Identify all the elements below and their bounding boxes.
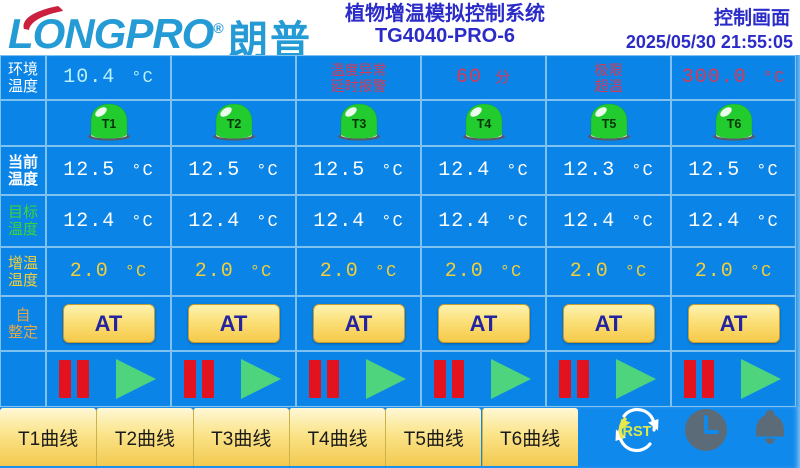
svg-text:T5: T5	[601, 117, 616, 131]
svg-text:T1: T1	[101, 117, 116, 131]
svg-text:T6: T6	[726, 117, 741, 131]
svg-text:RST: RST	[623, 424, 652, 440]
svg-text:T4: T4	[476, 117, 491, 131]
svg-text:T3: T3	[351, 117, 366, 131]
svg-text:T2: T2	[226, 117, 241, 131]
